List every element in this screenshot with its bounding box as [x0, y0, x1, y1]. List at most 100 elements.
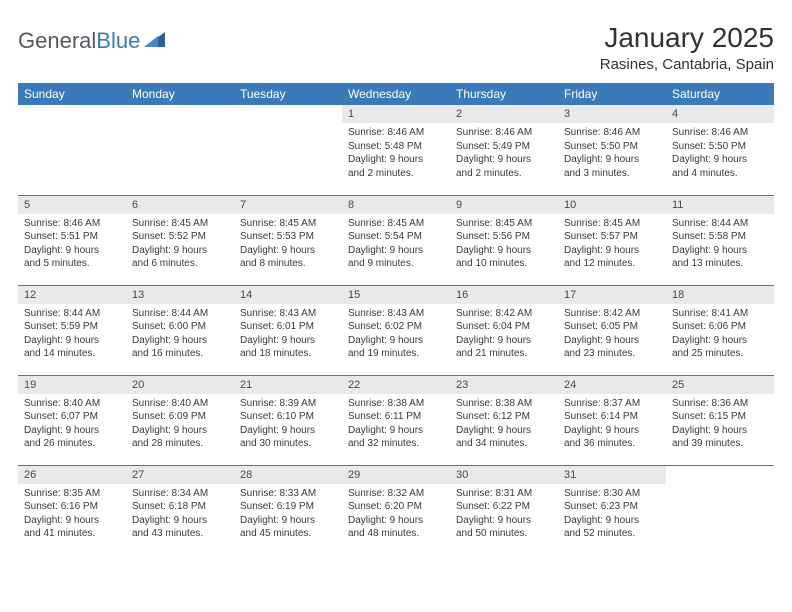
- day-cell: 2Sunrise: 8:46 AMSunset: 5:49 PMDaylight…: [450, 105, 558, 195]
- day-number: 11: [666, 196, 774, 214]
- day-number: 21: [234, 376, 342, 394]
- day-number: 2: [450, 105, 558, 123]
- day-number: 23: [450, 376, 558, 394]
- day-number: 6: [126, 196, 234, 214]
- day-number: 25: [666, 376, 774, 394]
- day-details: Sunrise: 8:45 AMSunset: 5:53 PMDaylight:…: [234, 214, 342, 275]
- day-cell: 20Sunrise: 8:40 AMSunset: 6:09 PMDayligh…: [126, 375, 234, 465]
- day-number: 9: [450, 196, 558, 214]
- day-details: Sunrise: 8:41 AMSunset: 6:06 PMDaylight:…: [666, 304, 774, 365]
- day-details: Sunrise: 8:45 AMSunset: 5:57 PMDaylight:…: [558, 214, 666, 275]
- weekday-header: Sunday: [18, 83, 126, 105]
- day-number: 17: [558, 286, 666, 304]
- day-cell: 7Sunrise: 8:45 AMSunset: 5:53 PMDaylight…: [234, 195, 342, 285]
- calendar-body: 1Sunrise: 8:46 AMSunset: 5:48 PMDaylight…: [18, 105, 774, 555]
- day-cell: 18Sunrise: 8:41 AMSunset: 6:06 PMDayligh…: [666, 285, 774, 375]
- day-details: Sunrise: 8:45 AMSunset: 5:52 PMDaylight:…: [126, 214, 234, 275]
- day-details: Sunrise: 8:35 AMSunset: 6:16 PMDaylight:…: [18, 484, 126, 545]
- day-number: 8: [342, 196, 450, 214]
- weekday-header: Tuesday: [234, 83, 342, 105]
- day-details: Sunrise: 8:30 AMSunset: 6:23 PMDaylight:…: [558, 484, 666, 545]
- day-cell: 28Sunrise: 8:33 AMSunset: 6:19 PMDayligh…: [234, 465, 342, 555]
- day-number: 3: [558, 105, 666, 123]
- day-cell: 8Sunrise: 8:45 AMSunset: 5:54 PMDaylight…: [342, 195, 450, 285]
- logo: GeneralBlue: [18, 22, 166, 54]
- day-cell: 11Sunrise: 8:44 AMSunset: 5:58 PMDayligh…: [666, 195, 774, 285]
- day-number: 28: [234, 466, 342, 484]
- day-number: [234, 105, 342, 111]
- day-number: 31: [558, 466, 666, 484]
- day-cell: 5Sunrise: 8:46 AMSunset: 5:51 PMDaylight…: [18, 195, 126, 285]
- day-number: 7: [234, 196, 342, 214]
- day-cell: 22Sunrise: 8:38 AMSunset: 6:11 PMDayligh…: [342, 375, 450, 465]
- day-number: 19: [18, 376, 126, 394]
- day-number: 16: [450, 286, 558, 304]
- day-details: Sunrise: 8:42 AMSunset: 6:04 PMDaylight:…: [450, 304, 558, 365]
- month-title: January 2025: [600, 22, 774, 54]
- day-details: Sunrise: 8:43 AMSunset: 6:02 PMDaylight:…: [342, 304, 450, 365]
- day-cell: 29Sunrise: 8:32 AMSunset: 6:20 PMDayligh…: [342, 465, 450, 555]
- day-cell: 24Sunrise: 8:37 AMSunset: 6:14 PMDayligh…: [558, 375, 666, 465]
- weekday-header: Thursday: [450, 83, 558, 105]
- weekday-header: Saturday: [666, 83, 774, 105]
- triangle-icon: [144, 30, 166, 53]
- day-number: 14: [234, 286, 342, 304]
- day-number: 4: [666, 105, 774, 123]
- day-number: 27: [126, 466, 234, 484]
- day-cell: 4Sunrise: 8:46 AMSunset: 5:50 PMDaylight…: [666, 105, 774, 195]
- day-cell: 30Sunrise: 8:31 AMSunset: 6:22 PMDayligh…: [450, 465, 558, 555]
- week-row: 1Sunrise: 8:46 AMSunset: 5:48 PMDaylight…: [18, 105, 774, 195]
- logo-word-1: General: [18, 28, 96, 53]
- day-cell: 26Sunrise: 8:35 AMSunset: 6:16 PMDayligh…: [18, 465, 126, 555]
- day-details: Sunrise: 8:44 AMSunset: 5:58 PMDaylight:…: [666, 214, 774, 275]
- day-details: Sunrise: 8:44 AMSunset: 5:59 PMDaylight:…: [18, 304, 126, 365]
- day-number: 29: [342, 466, 450, 484]
- calendar-page: GeneralBlue January 2025 Rasines, Cantab…: [0, 0, 792, 555]
- day-cell: 14Sunrise: 8:43 AMSunset: 6:01 PMDayligh…: [234, 285, 342, 375]
- day-details: Sunrise: 8:38 AMSunset: 6:11 PMDaylight:…: [342, 394, 450, 455]
- title-block: January 2025 Rasines, Cantabria, Spain: [600, 22, 774, 73]
- day-number: 18: [666, 286, 774, 304]
- day-cell: 13Sunrise: 8:44 AMSunset: 6:00 PMDayligh…: [126, 285, 234, 375]
- location: Rasines, Cantabria, Spain: [600, 56, 774, 73]
- day-cell: [126, 105, 234, 195]
- weekday-header: Wednesday: [342, 83, 450, 105]
- weekday-header-row: SundayMondayTuesdayWednesdayThursdayFrid…: [18, 83, 774, 105]
- day-number: 26: [18, 466, 126, 484]
- day-details: Sunrise: 8:34 AMSunset: 6:18 PMDaylight:…: [126, 484, 234, 545]
- logo-word-2: Blue: [96, 28, 140, 53]
- day-details: Sunrise: 8:39 AMSunset: 6:10 PMDaylight:…: [234, 394, 342, 455]
- day-cell: 27Sunrise: 8:34 AMSunset: 6:18 PMDayligh…: [126, 465, 234, 555]
- day-cell: 17Sunrise: 8:42 AMSunset: 6:05 PMDayligh…: [558, 285, 666, 375]
- day-details: Sunrise: 8:36 AMSunset: 6:15 PMDaylight:…: [666, 394, 774, 455]
- day-number: 13: [126, 286, 234, 304]
- weekday-header: Monday: [126, 83, 234, 105]
- day-cell: 3Sunrise: 8:46 AMSunset: 5:50 PMDaylight…: [558, 105, 666, 195]
- week-row: 19Sunrise: 8:40 AMSunset: 6:07 PMDayligh…: [18, 375, 774, 465]
- day-details: Sunrise: 8:45 AMSunset: 5:54 PMDaylight:…: [342, 214, 450, 275]
- day-number: 20: [126, 376, 234, 394]
- day-number: 22: [342, 376, 450, 394]
- day-number: [126, 105, 234, 111]
- day-details: Sunrise: 8:44 AMSunset: 6:00 PMDaylight:…: [126, 304, 234, 365]
- day-details: Sunrise: 8:46 AMSunset: 5:48 PMDaylight:…: [342, 123, 450, 184]
- day-details: Sunrise: 8:43 AMSunset: 6:01 PMDaylight:…: [234, 304, 342, 365]
- day-details: Sunrise: 8:42 AMSunset: 6:05 PMDaylight:…: [558, 304, 666, 365]
- week-row: 5Sunrise: 8:46 AMSunset: 5:51 PMDaylight…: [18, 195, 774, 285]
- day-cell: 21Sunrise: 8:39 AMSunset: 6:10 PMDayligh…: [234, 375, 342, 465]
- header: GeneralBlue January 2025 Rasines, Cantab…: [18, 22, 774, 73]
- day-details: Sunrise: 8:46 AMSunset: 5:50 PMDaylight:…: [666, 123, 774, 184]
- day-cell: 16Sunrise: 8:42 AMSunset: 6:04 PMDayligh…: [450, 285, 558, 375]
- day-number: 5: [18, 196, 126, 214]
- day-cell: 25Sunrise: 8:36 AMSunset: 6:15 PMDayligh…: [666, 375, 774, 465]
- day-cell: 10Sunrise: 8:45 AMSunset: 5:57 PMDayligh…: [558, 195, 666, 285]
- day-number: 12: [18, 286, 126, 304]
- day-cell: 1Sunrise: 8:46 AMSunset: 5:48 PMDaylight…: [342, 105, 450, 195]
- day-details: Sunrise: 8:33 AMSunset: 6:19 PMDaylight:…: [234, 484, 342, 545]
- day-cell: 12Sunrise: 8:44 AMSunset: 5:59 PMDayligh…: [18, 285, 126, 375]
- day-details: Sunrise: 8:31 AMSunset: 6:22 PMDaylight:…: [450, 484, 558, 545]
- day-details: Sunrise: 8:37 AMSunset: 6:14 PMDaylight:…: [558, 394, 666, 455]
- day-details: Sunrise: 8:40 AMSunset: 6:09 PMDaylight:…: [126, 394, 234, 455]
- day-cell: 15Sunrise: 8:43 AMSunset: 6:02 PMDayligh…: [342, 285, 450, 375]
- day-cell: 6Sunrise: 8:45 AMSunset: 5:52 PMDaylight…: [126, 195, 234, 285]
